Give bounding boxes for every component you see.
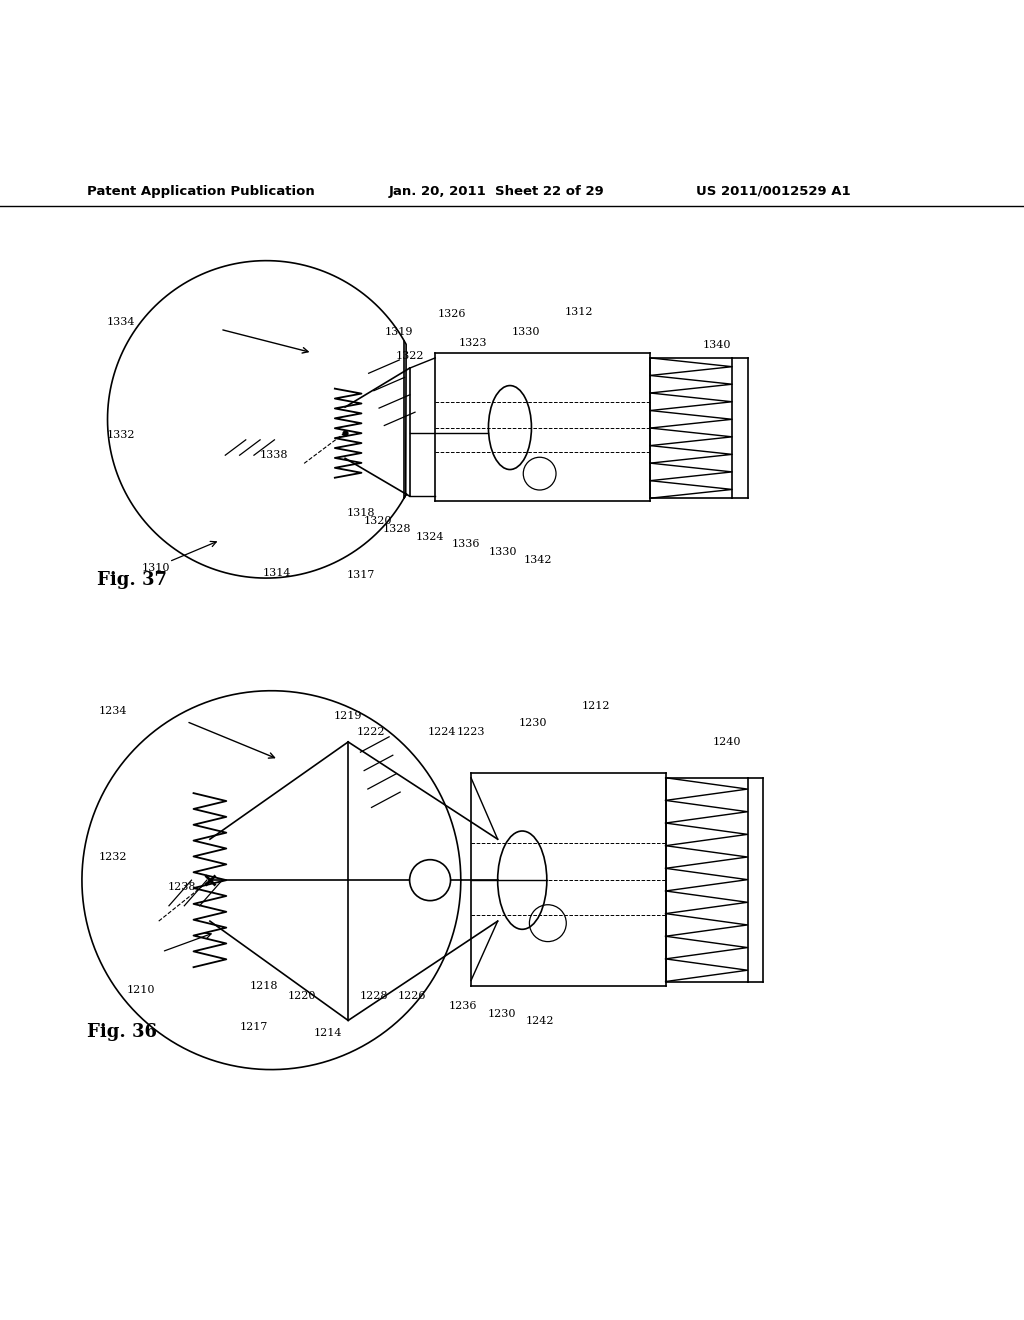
Text: 1242: 1242 xyxy=(525,1016,554,1027)
Text: 1223: 1223 xyxy=(457,727,485,737)
Text: Jan. 20, 2011  Sheet 22 of 29: Jan. 20, 2011 Sheet 22 of 29 xyxy=(389,185,605,198)
Text: 1330: 1330 xyxy=(512,327,541,338)
Text: 1217: 1217 xyxy=(240,1022,268,1032)
Text: 1226: 1226 xyxy=(397,991,426,1001)
Text: 1218: 1218 xyxy=(250,981,279,990)
Text: 1240: 1240 xyxy=(713,737,741,747)
Text: 1236: 1236 xyxy=(449,1001,477,1011)
Text: 1330: 1330 xyxy=(488,548,517,557)
Text: 1342: 1342 xyxy=(523,554,552,565)
Text: 1332: 1332 xyxy=(106,430,135,440)
Text: 1317: 1317 xyxy=(346,570,375,579)
Circle shape xyxy=(410,859,451,900)
Text: 1318: 1318 xyxy=(346,508,375,517)
Text: 1219: 1219 xyxy=(334,711,362,721)
Text: 1228: 1228 xyxy=(359,991,388,1001)
Text: 1319: 1319 xyxy=(385,327,414,338)
Text: 1224: 1224 xyxy=(428,727,457,737)
Text: Patent Application Publication: Patent Application Publication xyxy=(87,185,314,198)
Text: 1210: 1210 xyxy=(127,985,156,995)
Text: 1310: 1310 xyxy=(141,562,170,573)
Text: 1234: 1234 xyxy=(98,706,127,717)
Text: 1322: 1322 xyxy=(395,351,424,360)
Text: US 2011/0012529 A1: US 2011/0012529 A1 xyxy=(696,185,851,198)
Text: 1314: 1314 xyxy=(262,568,291,578)
Text: 1230: 1230 xyxy=(487,1010,516,1019)
Text: 1326: 1326 xyxy=(437,309,466,319)
Text: 1212: 1212 xyxy=(582,701,610,711)
Text: 1312: 1312 xyxy=(564,306,593,317)
Text: 1336: 1336 xyxy=(452,540,480,549)
Text: 1320: 1320 xyxy=(364,516,392,525)
Text: 1324: 1324 xyxy=(416,532,444,543)
Text: 1220: 1220 xyxy=(288,991,316,1001)
Text: 1232: 1232 xyxy=(98,851,127,862)
Text: 1230: 1230 xyxy=(518,718,547,729)
Text: 1340: 1340 xyxy=(702,339,731,350)
Text: Fig. 37: Fig. 37 xyxy=(97,572,167,589)
Text: 1238: 1238 xyxy=(168,882,197,892)
Text: 1323: 1323 xyxy=(459,338,487,347)
Text: 1222: 1222 xyxy=(356,727,385,737)
Text: 1334: 1334 xyxy=(106,317,135,327)
Text: 1214: 1214 xyxy=(313,1028,342,1038)
Text: 1328: 1328 xyxy=(383,524,412,533)
Text: 1338: 1338 xyxy=(259,450,288,461)
Text: Fig. 36: Fig. 36 xyxy=(87,1023,157,1041)
